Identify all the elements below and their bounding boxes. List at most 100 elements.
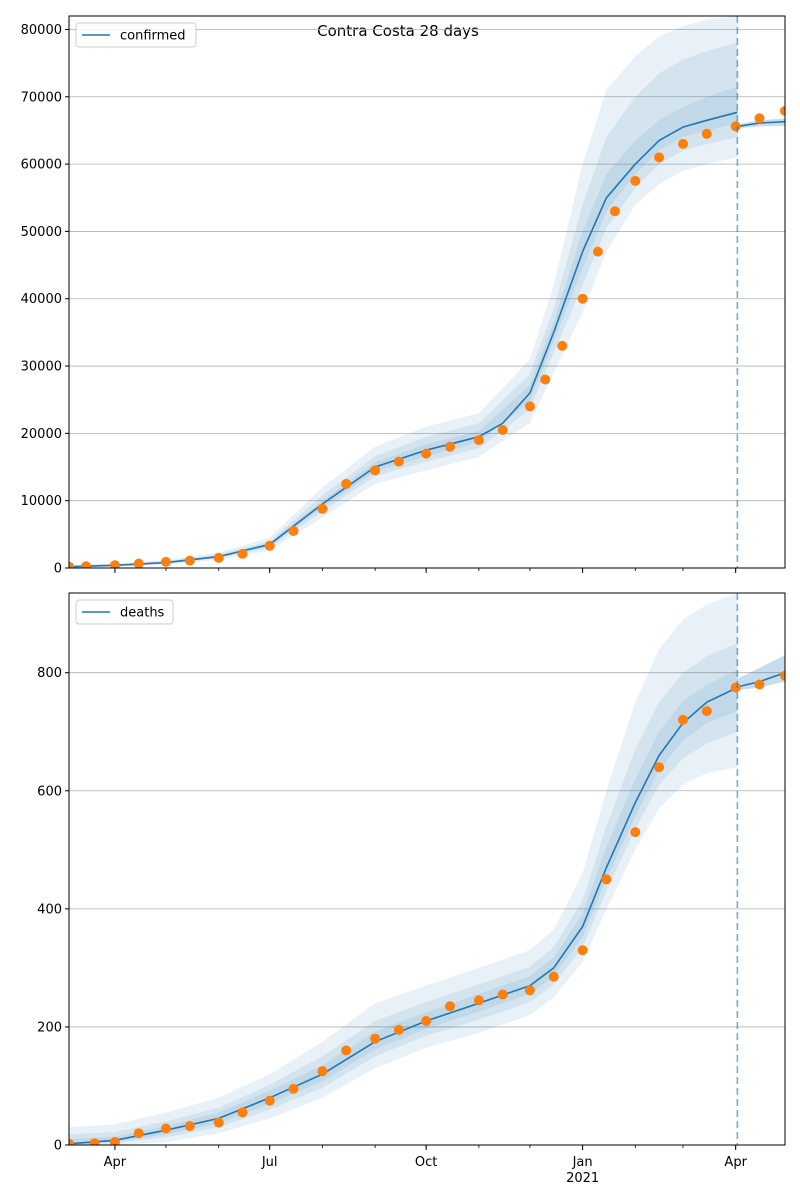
observed-point (497, 989, 508, 1000)
observed-point (264, 1095, 275, 1106)
x-tick-label: Oct (415, 1155, 437, 1170)
observed-point (678, 138, 688, 149)
uncertainty-band (69, 669, 738, 1145)
y-tick-label: 20000 (21, 427, 62, 442)
observed-point (630, 175, 641, 186)
observed-point (341, 478, 352, 489)
observed-point (577, 945, 588, 956)
x-tick-label: Apr (104, 1155, 127, 1170)
observed-point (69, 1138, 74, 1145)
legend-box (75, 22, 197, 48)
y-tick-label: 80000 (21, 23, 62, 38)
observed-point (754, 113, 765, 124)
legend-box (75, 599, 174, 625)
observed-point (445, 1001, 455, 1012)
observed-point (678, 714, 688, 725)
observed-point (540, 374, 551, 385)
y-tick-label: 70000 (21, 90, 62, 105)
observed-point (393, 1024, 404, 1035)
observed-point (317, 1066, 328, 1077)
x-tick-label: Apr (724, 1155, 747, 1170)
y-tick-label: 0 (54, 562, 62, 577)
observed-point (184, 1121, 195, 1132)
observed-point (780, 670, 785, 681)
plot-area (69, 16, 785, 568)
observed-point (370, 1033, 381, 1044)
observed-point (609, 206, 620, 217)
observed-point (473, 435, 484, 446)
uncertainty-band (69, 593, 738, 1145)
y-tick-label: 400 (37, 902, 62, 917)
x-tick-label: Jul (261, 1155, 278, 1170)
observed-point (160, 556, 171, 567)
observed-point (81, 561, 91, 568)
observed-point (133, 558, 144, 568)
observed-point (524, 401, 535, 412)
observed-point (701, 706, 712, 717)
legend-label: deaths (120, 606, 165, 621)
observed-point (524, 985, 535, 996)
y-tick-label: 200 (37, 1020, 62, 1035)
y-tick-label: 60000 (21, 158, 62, 173)
observed-point (288, 1083, 299, 1094)
observed-point (421, 1016, 432, 1026)
observed-point (548, 971, 559, 982)
observed-point (237, 548, 248, 559)
observed-point (654, 152, 665, 163)
observed-point (370, 465, 381, 476)
y-tick-label: 50000 (21, 225, 62, 240)
observed-point (780, 105, 785, 116)
observed-point (730, 121, 741, 132)
observed-point (497, 425, 508, 435)
legend: deaths (75, 599, 174, 625)
y-tick-label: 0 (54, 1139, 62, 1154)
observed-point (237, 1107, 248, 1118)
observed-point (133, 1128, 144, 1139)
chart-title: Contra Costa 28 days (317, 22, 479, 40)
observed-point (184, 555, 195, 566)
observed-point (701, 128, 712, 139)
observed-point (577, 293, 588, 304)
y-tick-label: 600 (37, 784, 62, 799)
observed-point (109, 560, 120, 568)
y-tick-label: 40000 (21, 292, 62, 307)
observed-point (213, 1117, 224, 1128)
observed-point (341, 1045, 352, 1056)
confirmed-panel: 0 10000 20000 30000 40000 50000 60000 70000 8000… (21, 15, 786, 577)
plot-area (69, 593, 785, 1145)
observed-point (393, 456, 404, 467)
y-tick-label: 10000 (21, 494, 62, 509)
observed-point (317, 503, 328, 514)
observed-point (601, 874, 612, 885)
observed-point (754, 679, 765, 690)
x-tick-year-label: 2021 (566, 1171, 599, 1186)
uncertainty-band (69, 42, 738, 568)
observed-point (473, 995, 484, 1006)
legend: confirmed (75, 22, 197, 48)
observed-point (213, 552, 224, 563)
observed-point (264, 540, 275, 551)
uncertainty-band (69, 643, 738, 1145)
axes-frame (68, 592, 786, 1146)
observed-point (654, 762, 665, 773)
y-tick-label: 800 (37, 666, 62, 681)
forecast-tail-band (737, 655, 785, 691)
observed-point (630, 827, 641, 838)
observed-point (592, 246, 603, 257)
observed-point (69, 561, 74, 568)
observed-point (160, 1123, 171, 1134)
axes-frame (68, 15, 786, 569)
observed-point (89, 1138, 100, 1145)
y-tick-label: 30000 (21, 360, 62, 375)
observed-point (421, 448, 432, 459)
uncertainty-band (69, 86, 738, 567)
observed-point (288, 526, 299, 536)
legend-label: confirmed (120, 29, 186, 44)
observed-point (730, 682, 741, 693)
observed-point (109, 1137, 120, 1145)
observed-point (557, 340, 568, 351)
x-tick-label: Jan (572, 1155, 593, 1170)
observed-point (445, 441, 455, 452)
